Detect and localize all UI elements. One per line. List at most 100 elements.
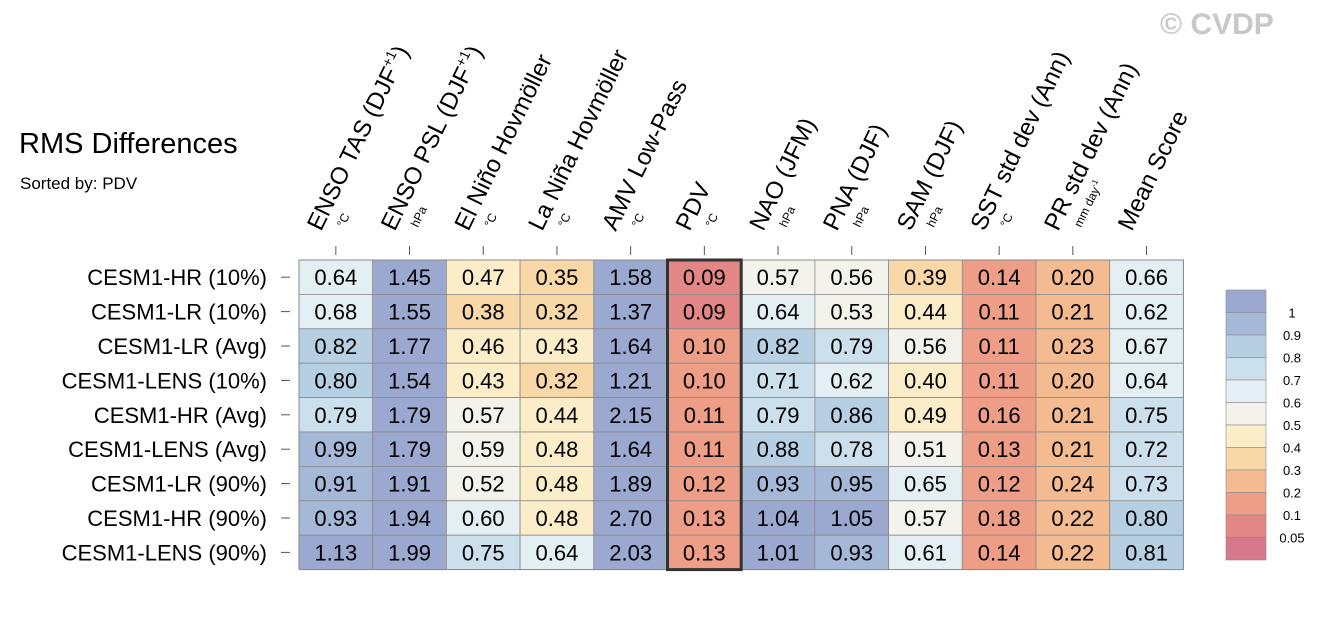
cell-value-label: 0.79 <box>314 403 357 428</box>
cell-value-label: 0.80 <box>314 368 357 393</box>
colorbar-label: 0.2 <box>1283 486 1301 501</box>
heatmap-cell <box>961 465 1037 502</box>
heatmap-cell <box>593 500 668 536</box>
row-label-cesm1-lens-avg: CESM1-LENS (Avg) <box>68 437 267 462</box>
row-label-cesm1-lr-10: CESM1-LR (10%) <box>91 300 267 325</box>
heatmap-cell <box>888 500 963 536</box>
sorted-column-highlight <box>666 258 743 572</box>
cell-value-label: 0.52 <box>462 472 505 497</box>
heatmap-cell <box>667 293 742 330</box>
cell-value-label: 0.64 <box>314 265 357 290</box>
cell-value-label: 0.11 <box>979 300 1020 325</box>
cell-value-label: 0.24 <box>1051 472 1094 497</box>
heatmap-cell <box>519 465 595 502</box>
heatmap-cell <box>593 465 668 502</box>
cell-value-label: 2.70 <box>609 506 652 531</box>
cell-value-label: 0.40 <box>904 368 947 393</box>
heatmap-cell <box>593 397 668 433</box>
colorbar-label: 0.1 <box>1283 508 1301 523</box>
heatmap-cell <box>593 534 668 571</box>
column-unit-label: °C <box>997 211 1016 230</box>
cell-value-label: 0.10 <box>683 334 726 359</box>
cell-value-label: 0.20 <box>1051 368 1094 393</box>
highlight-column <box>298 258 1184 572</box>
cell-value-label: 0.62 <box>830 368 873 393</box>
cell-value-label: 0.35 <box>536 265 579 290</box>
cell-value-label: 0.75 <box>1125 403 1168 428</box>
heatmap-cell <box>1035 259 1111 295</box>
cell-value-label: 0.73 <box>1125 472 1168 497</box>
heatmap-cell <box>519 500 595 536</box>
colorbar-swatch <box>1225 469 1267 493</box>
cell-value-label: 0.61 <box>904 540 947 565</box>
colorbar-swatch <box>1225 402 1267 426</box>
cell-value-label: 0.80 <box>1125 506 1168 531</box>
colorbar-label: 0.4 <box>1283 441 1301 456</box>
cell-value-label: 1.94 <box>388 506 431 531</box>
cell-value-label: 1.79 <box>388 437 431 462</box>
cell-value-label: 0.72 <box>1125 437 1168 462</box>
cell-value-label: 0.11 <box>684 403 725 428</box>
cell-value-label: 0.57 <box>904 506 947 531</box>
cell-value-label: 0.48 <box>536 437 579 462</box>
cell-value-label: 1.89 <box>609 472 652 497</box>
cell-value-label: 0.64 <box>536 540 579 565</box>
column-label-mean-score: Mean Score <box>1113 106 1194 234</box>
cell-value-label: 0.91 <box>314 472 357 497</box>
cell-value-label: 0.79 <box>830 334 873 359</box>
heatmap-cell <box>961 534 1037 571</box>
heatmap-cell <box>519 328 595 364</box>
cell-value-label: 0.11 <box>979 368 1020 393</box>
cell-value-label: 0.22 <box>1051 540 1094 565</box>
heatmap-cell <box>667 534 742 571</box>
cell-value-label: 0.49 <box>904 403 947 428</box>
colorbar-label: 0.9 <box>1283 328 1301 343</box>
cell-value-label: 1.99 <box>388 540 431 565</box>
cell-value-label: 0.64 <box>757 300 800 325</box>
cell-value-label: 1.37 <box>609 300 652 325</box>
row-labels: CESM1-HR (10%) CESM1-LR (10%) CESM1-LR (Av… <box>62 265 290 565</box>
heatmap-cell <box>372 259 447 295</box>
cell-value-label: 0.66 <box>1125 265 1168 290</box>
colorbar-swatch <box>1225 289 1267 313</box>
heatmap-cell <box>372 465 447 502</box>
cell-value-label: 0.81 <box>1125 540 1168 565</box>
colorbar-label: 1 <box>1288 306 1295 321</box>
cell-value-label: 0.22 <box>1051 506 1094 531</box>
colorbar-label: 0.8 <box>1283 351 1301 366</box>
cell-value-label: 0.48 <box>536 506 579 531</box>
cell-value-label: 0.65 <box>904 472 947 497</box>
cell-value-label: 0.88 <box>757 437 800 462</box>
column-unit-label: °C <box>703 211 722 230</box>
heatmap-cell <box>1109 534 1184 571</box>
row-label-cesm1-hr-90: CESM1-HR (90%) <box>87 506 267 531</box>
cell-value-label: 0.57 <box>462 403 505 428</box>
cell-value-label: 0.43 <box>536 334 579 359</box>
heatmap-cell <box>445 328 521 364</box>
cell-value-label: 1.01 <box>757 540 800 565</box>
heatmap-cell <box>814 397 890 433</box>
heatmap-cell <box>1035 534 1111 571</box>
heatmap-cell <box>298 362 374 399</box>
cell-value-label: 0.82 <box>314 334 357 359</box>
cell-value-label: 2.03 <box>609 540 652 565</box>
column-unit-label: °C <box>629 211 648 230</box>
colorbar-label: 0.05 <box>1279 531 1304 546</box>
heatmap-cell <box>961 362 1037 399</box>
heatmap-cell <box>667 328 742 364</box>
cell-value-label: 0.32 <box>536 300 579 325</box>
heatmap-cell <box>740 362 816 399</box>
cell-value-label: 1.64 <box>609 334 652 359</box>
cell-value-label: 0.20 <box>1051 265 1094 290</box>
cell-value-label: 0.10 <box>683 368 726 393</box>
heatmap-cell <box>372 431 447 467</box>
heatmap-cell <box>814 534 890 571</box>
heatmap-cell <box>1109 397 1184 433</box>
heatmap-cell <box>888 431 963 467</box>
colorbar-swatch <box>1225 357 1267 381</box>
heatmap-cell <box>888 465 963 502</box>
colorbar-swatch <box>1225 379 1267 403</box>
heatmap-cell <box>1109 328 1184 364</box>
colorbar-swatch <box>1225 447 1267 471</box>
cell-value-label: 0.11 <box>979 334 1020 359</box>
